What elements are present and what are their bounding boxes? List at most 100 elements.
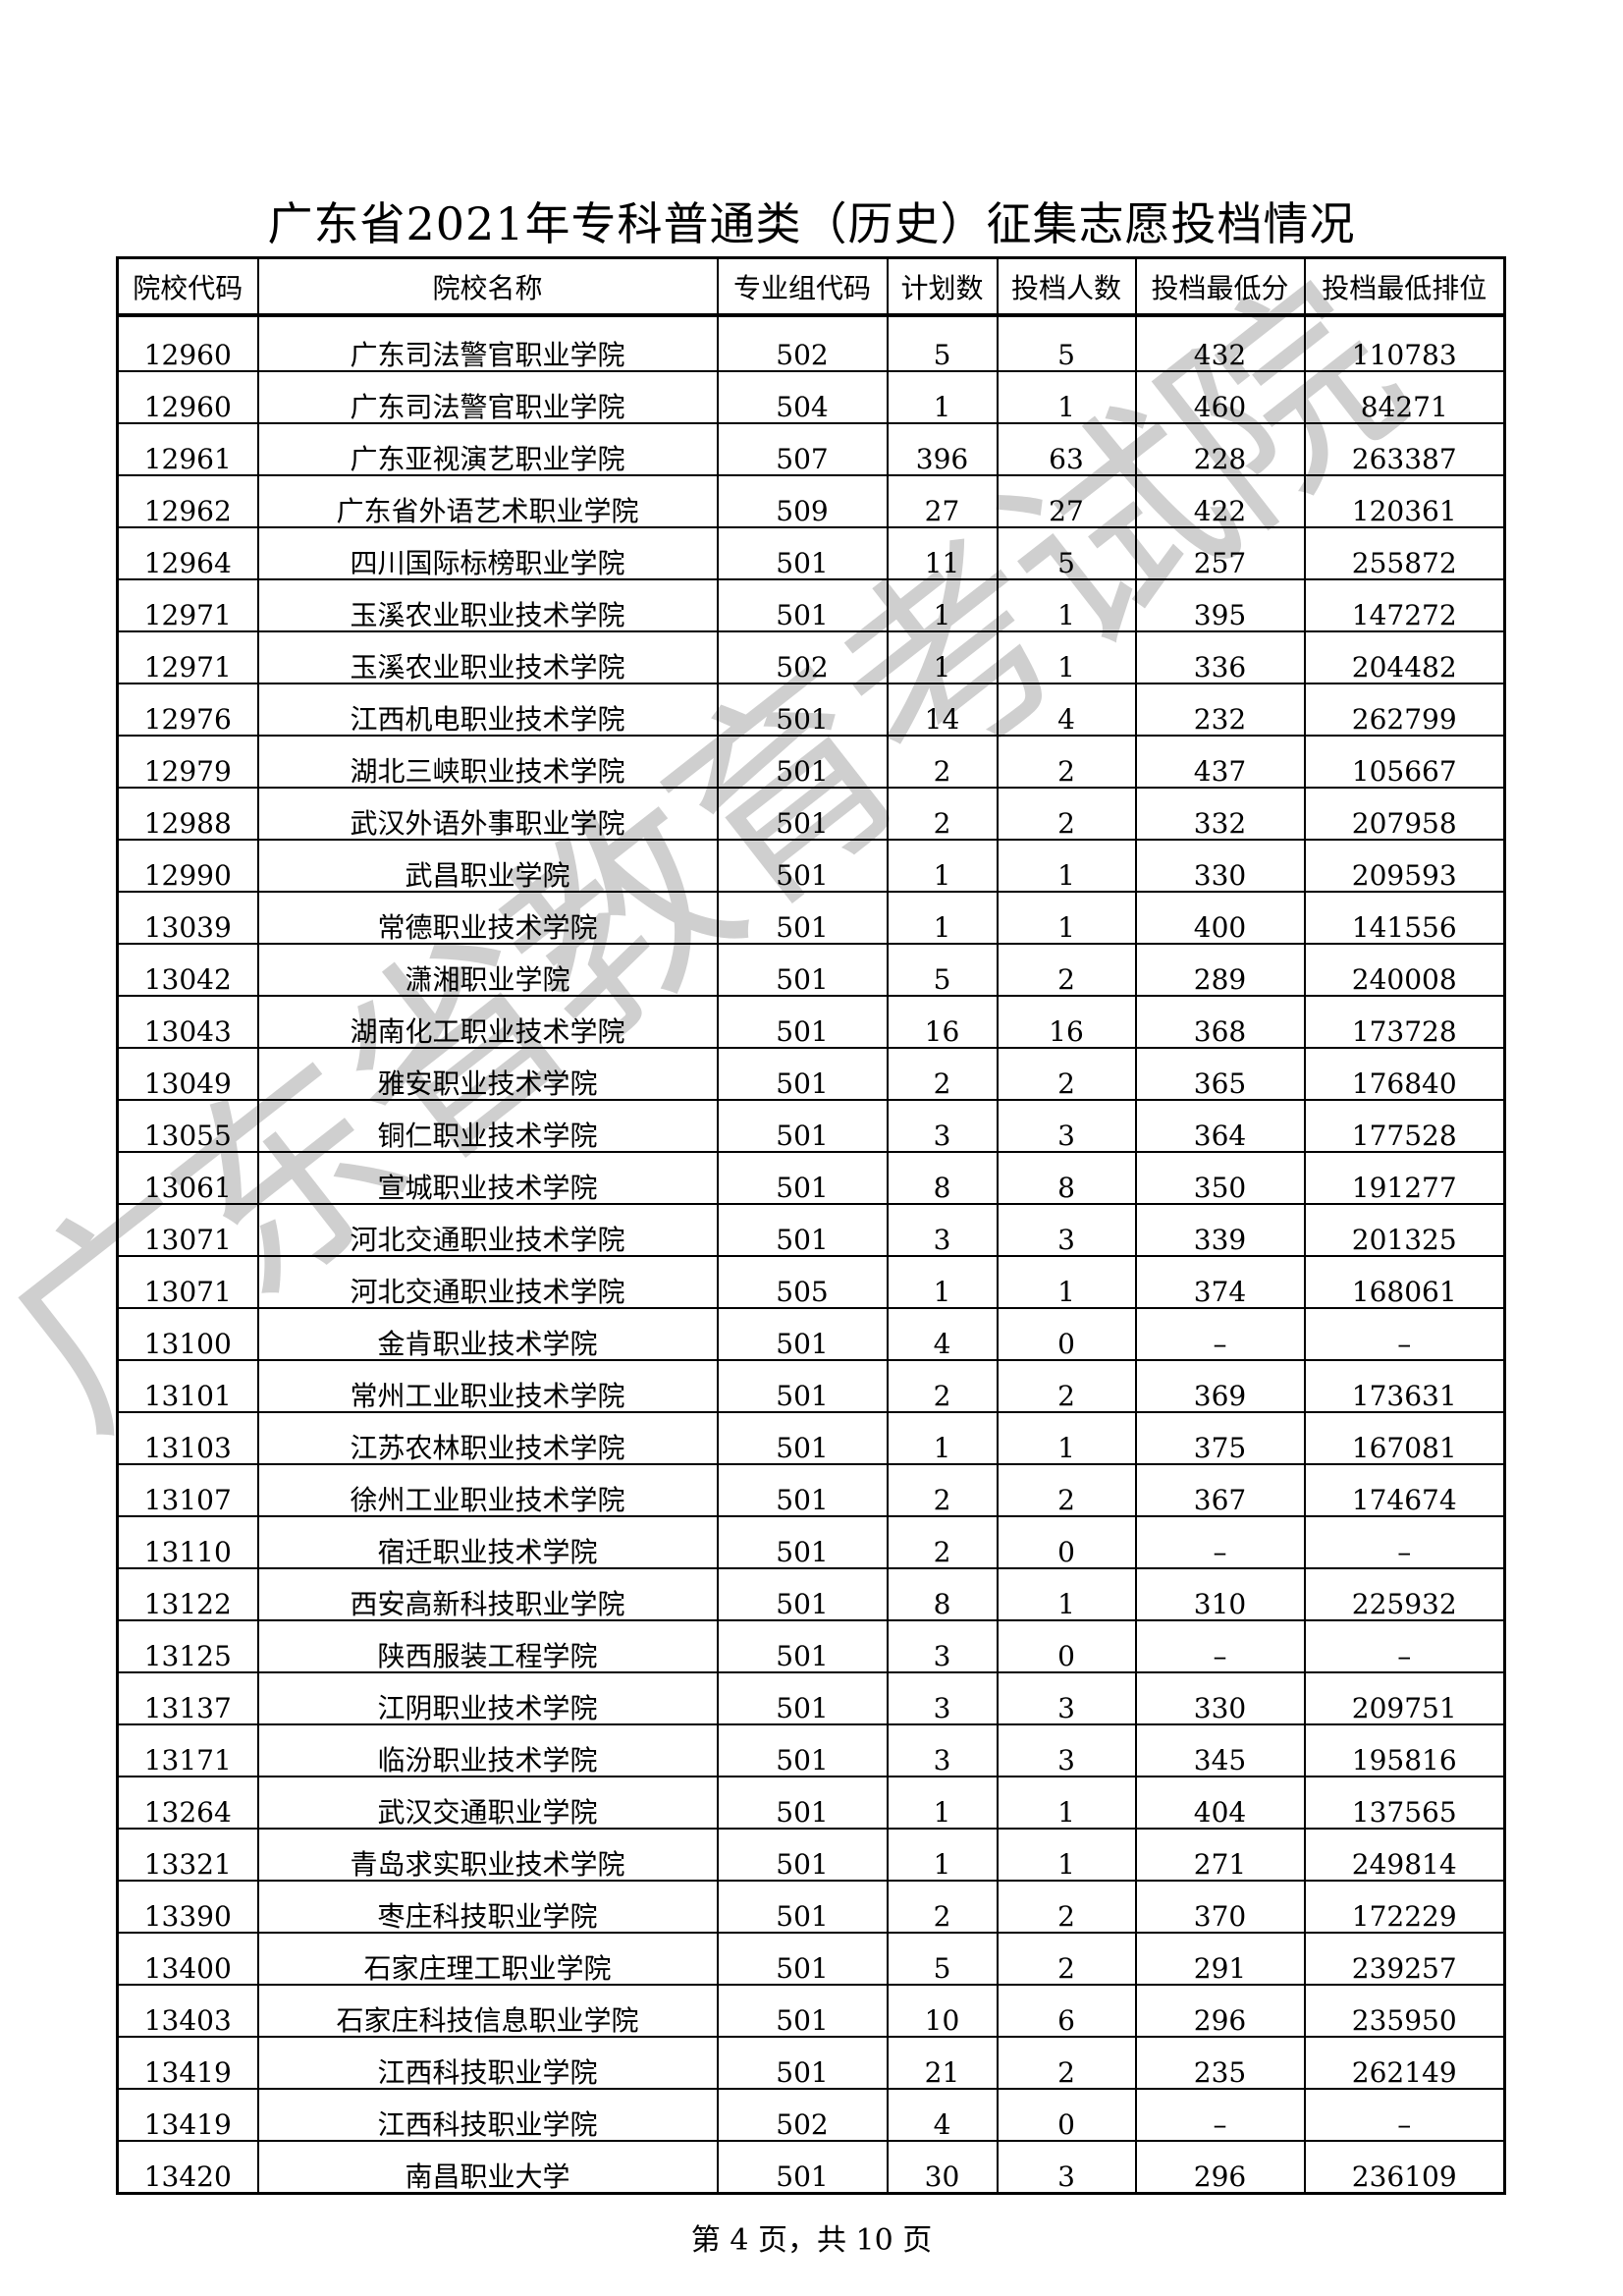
cell-school-code: 13071 [116,1255,259,1309]
cell-min-rank: 147272 [1303,578,1506,632]
cell-min-rank: 137565 [1303,1776,1506,1830]
cell-plan-count: 1 [886,578,999,632]
cell-school-name: 广东司法警官职业学院 [256,370,719,424]
header-min-score: 投档最低分 [1134,256,1306,317]
cell-plan-count: 1 [886,1828,999,1882]
table-row: 13122 西安高新科技职业学院 501 8 1 310 225932 [116,1567,1506,1621]
cell-school-code: 13107 [116,1463,259,1517]
table-row: 12964 四川国际标榜职业学院 501 11 5 257 255872 [116,526,1506,580]
cell-plan-count: 1 [886,1411,999,1465]
cell-admitted-count: 1 [996,370,1137,424]
cell-school-code: 13103 [116,1411,259,1465]
page-title: 广东省2021年专科普通类（历史）征集志愿投档情况 [267,197,1356,250]
cell-admitted-count: 2 [996,1463,1137,1517]
table-row: 12960 广东司法警官职业学院 504 1 1 460 84271 [116,370,1506,424]
cell-admitted-count: 0 [996,1515,1137,1569]
table-row: 12962 广东省外语艺术职业学院 509 27 27 422 120361 [116,474,1506,528]
cell-school-code: 13125 [116,1619,259,1673]
cell-min-rank: – [1303,1515,1506,1569]
cell-school-code: 12976 [116,683,259,737]
cell-min-rank: 195816 [1303,1723,1506,1777]
cell-admitted-count: 2 [996,943,1137,997]
cell-group-code: 501 [716,943,889,997]
cell-plan-count: 5 [886,943,999,997]
cell-admitted-count: 5 [996,526,1137,580]
cell-group-code: 501 [716,1567,889,1621]
cell-group-code: 501 [716,526,889,580]
cell-min-score: 375 [1134,1411,1306,1465]
table-row: 13042 潇湘职业学院 501 5 2 289 240008 [116,943,1506,997]
cell-plan-count: 2 [886,1463,999,1517]
cell-admitted-count: 63 [996,422,1137,476]
table-row: 12976 江西机电职业技术学院 501 14 4 232 262799 [116,683,1506,737]
table-row: 13071 河北交通职业技术学院 501 3 3 339 201325 [116,1203,1506,1257]
cell-plan-count: 8 [886,1567,999,1621]
table-row: 13171 临汾职业技术学院 501 3 3 345 195816 [116,1723,1506,1777]
table-row: 13125 陕西服装工程学院 501 3 0– – [116,1619,1506,1673]
cell-admitted-count: 3 [996,2140,1137,2195]
cell-group-code: 501 [716,578,889,632]
cell-min-score: – [1134,1307,1306,1361]
cell-plan-count: 3 [886,1203,999,1257]
cell-min-score: 404 [1134,1776,1306,1830]
cell-min-score: 296 [1134,2140,1306,2195]
cell-school-name: 陕西服装工程学院 [256,1619,719,1673]
cell-admitted-count: 1 [996,1828,1137,1882]
cell-group-code: 501 [716,995,889,1049]
cell-plan-count: 1 [886,839,999,893]
cell-group-code: 504 [716,370,889,424]
table-row: 12971 玉溪农业职业技术学院 501 1 1 395 147272 [116,578,1506,632]
cell-group-code: 507 [716,422,889,476]
cell-school-code: 12990 [116,839,259,893]
cell-min-rank: 167081 [1303,1411,1506,1465]
cell-min-score: 368 [1134,995,1306,1049]
cell-school-name: 潇湘职业学院 [256,943,719,997]
cell-school-name: 青岛求实职业技术学院 [256,1828,719,1882]
cell-min-score: 364 [1134,1099,1306,1153]
cell-school-code: 13101 [116,1359,259,1413]
cell-group-code: 501 [716,839,889,893]
cell-admitted-count: 16 [996,995,1137,1049]
cell-plan-count: 4 [886,1307,999,1361]
cell-group-code: 501 [716,1932,889,1986]
cell-admitted-count: 3 [996,1671,1137,1725]
cell-min-rank: 249814 [1303,1828,1506,1882]
cell-group-code: 501 [716,1828,889,1882]
cell-school-code: 13403 [116,1984,259,2038]
table-row: 13071 河北交通职业技术学院 505 1 1 374 168061 [116,1255,1506,1309]
cell-min-rank: 263387 [1303,422,1506,476]
cell-min-rank: 174674 [1303,1463,1506,1517]
cell-school-code: 13110 [116,1515,259,1569]
cell-plan-count: 2 [886,735,999,789]
cell-group-code: 501 [716,1359,889,1413]
cell-min-score: 296 [1134,1984,1306,2038]
cell-group-code: 501 [716,1984,889,2038]
cell-school-name: 铜仁职业技术学院 [256,1099,719,1153]
table-row: 13101 常州工业职业技术学院 501 2 2 369 173631 [116,1359,1506,1413]
cell-school-name: 江西机电职业技术学院 [256,683,719,737]
cell-school-name: 临汾职业技术学院 [256,1723,719,1777]
cell-group-code: 501 [716,1619,889,1673]
cell-admitted-count: 1 [996,578,1137,632]
cell-group-code: 502 [716,630,889,684]
cell-group-code: 501 [716,1723,889,1777]
cell-plan-count: 1 [886,891,999,945]
cell-plan-count: 1 [886,370,999,424]
cell-min-rank: – [1303,1307,1506,1361]
cell-school-name: 河北交通职业技术学院 [256,1203,719,1257]
cell-min-score: – [1134,1619,1306,1673]
cell-school-name: 江西科技职业学院 [256,2036,719,2090]
cell-school-name: 西安高新科技职业学院 [256,1567,719,1621]
cell-min-rank: 173728 [1303,995,1506,1049]
cell-school-name: 徐州工业职业技术学院 [256,1463,719,1517]
cell-school-name: 武昌职业学院 [256,839,719,893]
cell-plan-count: 10 [886,1984,999,2038]
cell-school-code: 13061 [116,1151,259,1205]
cell-school-name: 金肯职业技术学院 [256,1307,719,1361]
cell-school-code: 13419 [116,2036,259,2090]
cell-min-score: 374 [1134,1255,1306,1309]
cell-admitted-count: 4 [996,683,1137,737]
cell-school-code: 13137 [116,1671,259,1725]
cell-school-name: 江西科技职业学院 [256,2088,719,2142]
cell-admitted-count: 0 [996,1619,1137,1673]
